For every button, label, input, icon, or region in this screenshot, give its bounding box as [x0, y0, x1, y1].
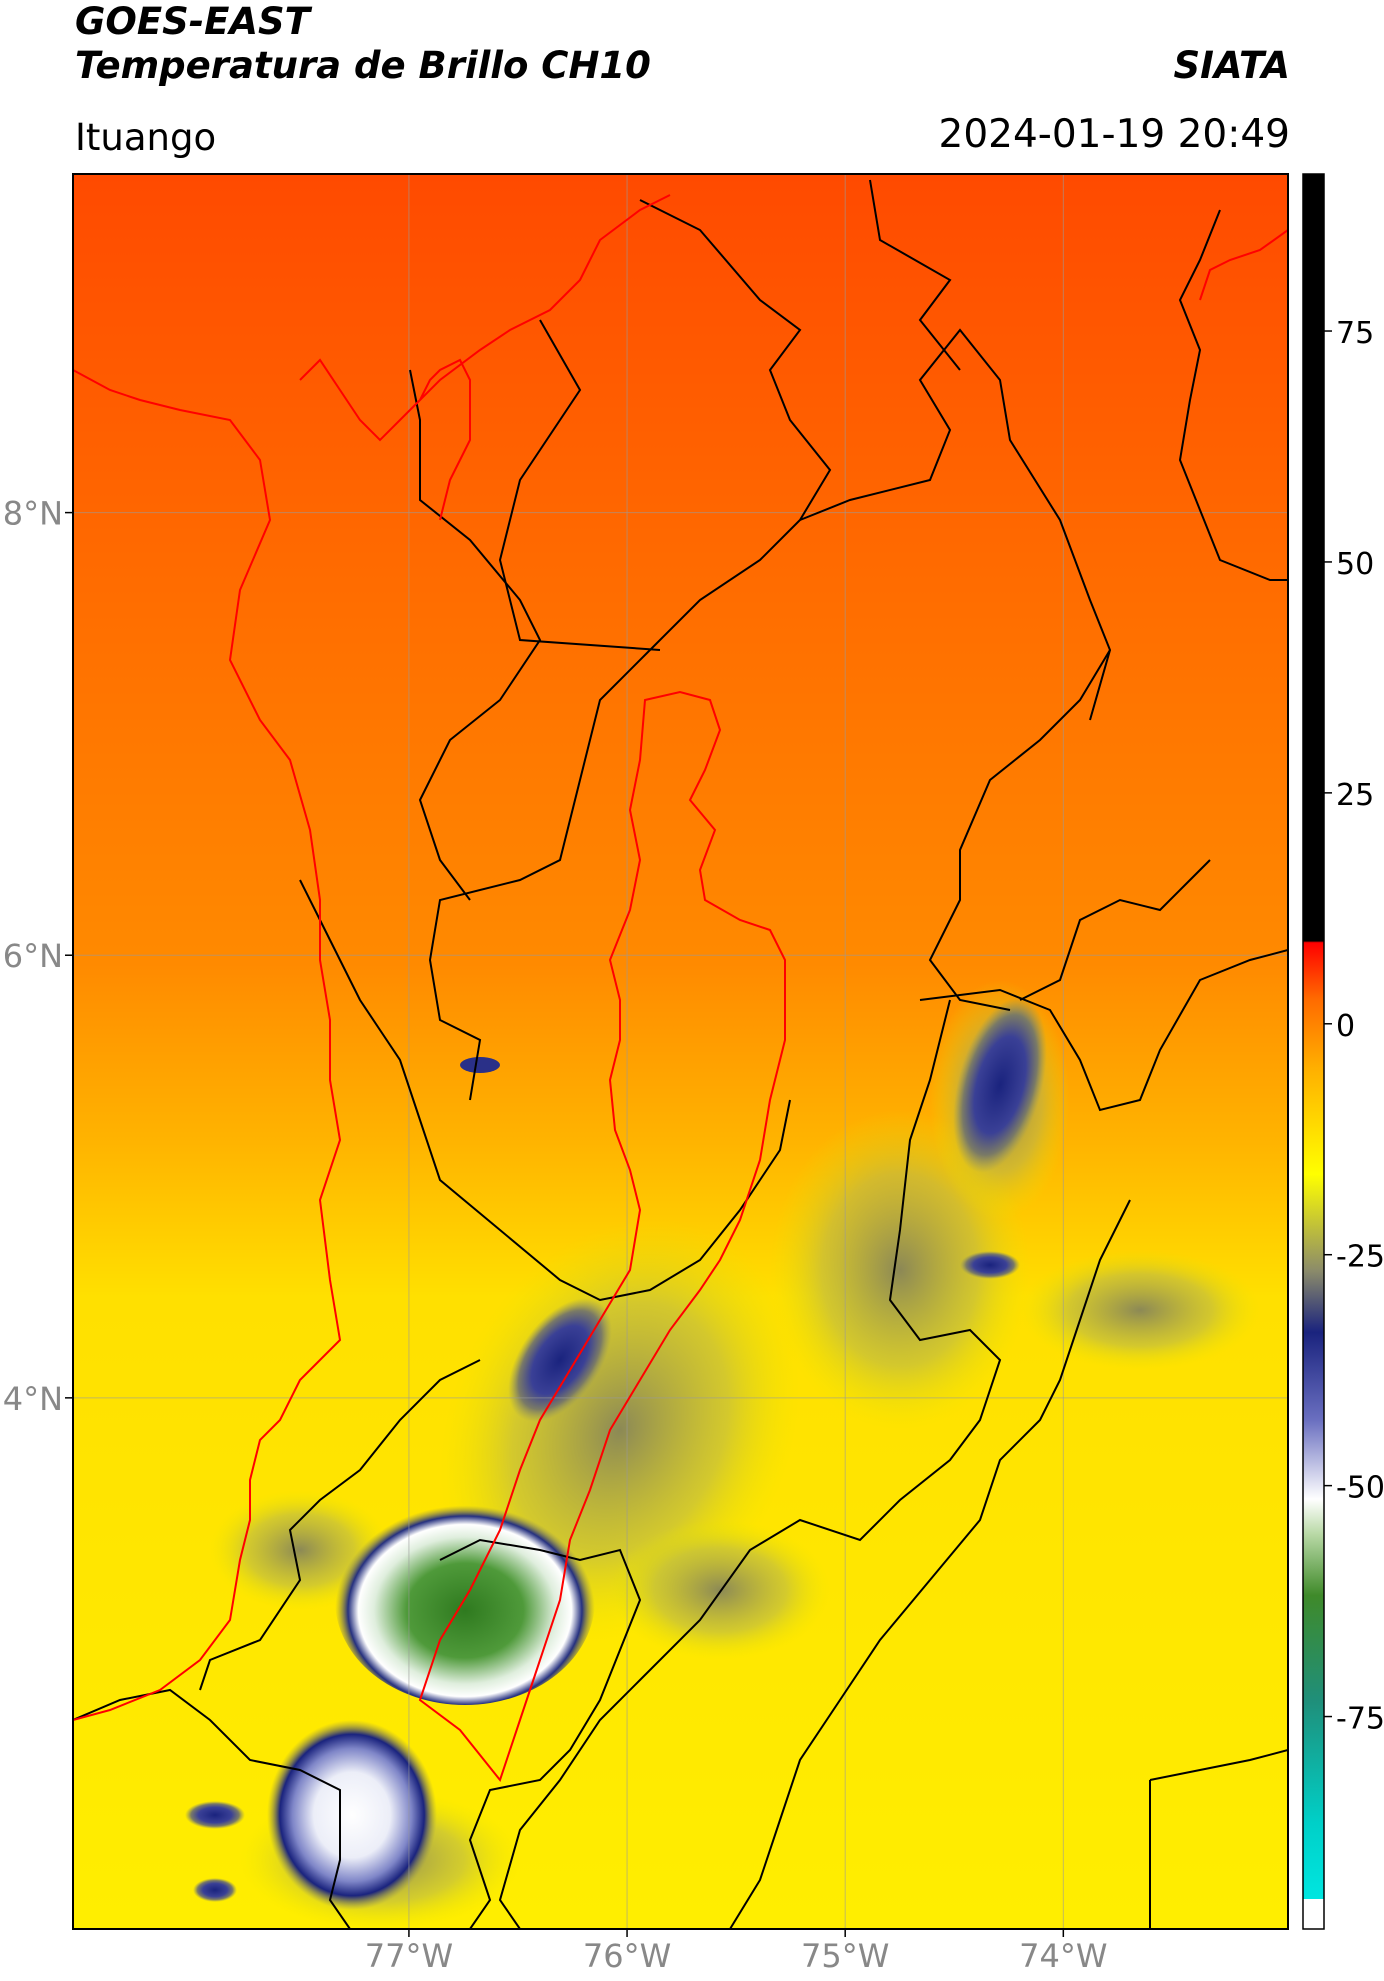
lon-tick-label: 74°W — [1019, 1937, 1107, 1975]
colorbar-tick-label: -25 — [1336, 1240, 1384, 1275]
organization-label: SIATA — [1173, 44, 1290, 87]
colorbar-tick-label: 25 — [1336, 778, 1374, 813]
colorbar-tick-label: 0 — [1336, 1009, 1355, 1044]
colorbar-frame — [1302, 173, 1325, 1930]
lon-tick-label: 75°W — [801, 1937, 889, 1975]
colorbar-tick-label: -50 — [1336, 1471, 1384, 1506]
cloud-features — [185, 980, 1260, 1929]
lat-tick-label: 6°N — [3, 937, 63, 975]
colorbar-tick-label: 75 — [1336, 316, 1374, 351]
lat-tick-label: 4°N — [3, 1380, 63, 1418]
colorbar-tick-label: -75 — [1336, 1702, 1384, 1737]
product-title: GOES-EAST — [75, 0, 310, 43]
place-label: Ituango — [75, 116, 217, 159]
colorbar-ticks: 75 50 25 0 -25 -50 -75 — [1324, 316, 1384, 1737]
datetime-label: 2024-01-19 20:49 — [938, 112, 1290, 157]
lon-tick-label: 77°W — [365, 1937, 453, 1975]
graticule — [73, 174, 1288, 1929]
product-subtitle: Temperatura de Brillo CH10 — [75, 44, 651, 87]
lon-tick-label: 76°W — [583, 1937, 671, 1975]
map-plot-area — [73, 174, 1288, 1929]
colorbar: 75 50 25 0 -25 -50 -75 — [1302, 173, 1384, 1930]
colorbar-gradient — [1303, 174, 1324, 1929]
map-frame — [72, 173, 1289, 1930]
administrative-borders — [73, 179, 1288, 1929]
map-axes: 8°N 6°N 4°N 77°W 76°W 75°W 74°W — [3, 495, 1108, 1975]
ituango-basin-and-coast — [73, 194, 1288, 1783]
colorbar-tick-label: 50 — [1336, 547, 1374, 582]
lat-tick-label: 8°N — [3, 495, 63, 533]
temperature-field — [73, 174, 1288, 1929]
